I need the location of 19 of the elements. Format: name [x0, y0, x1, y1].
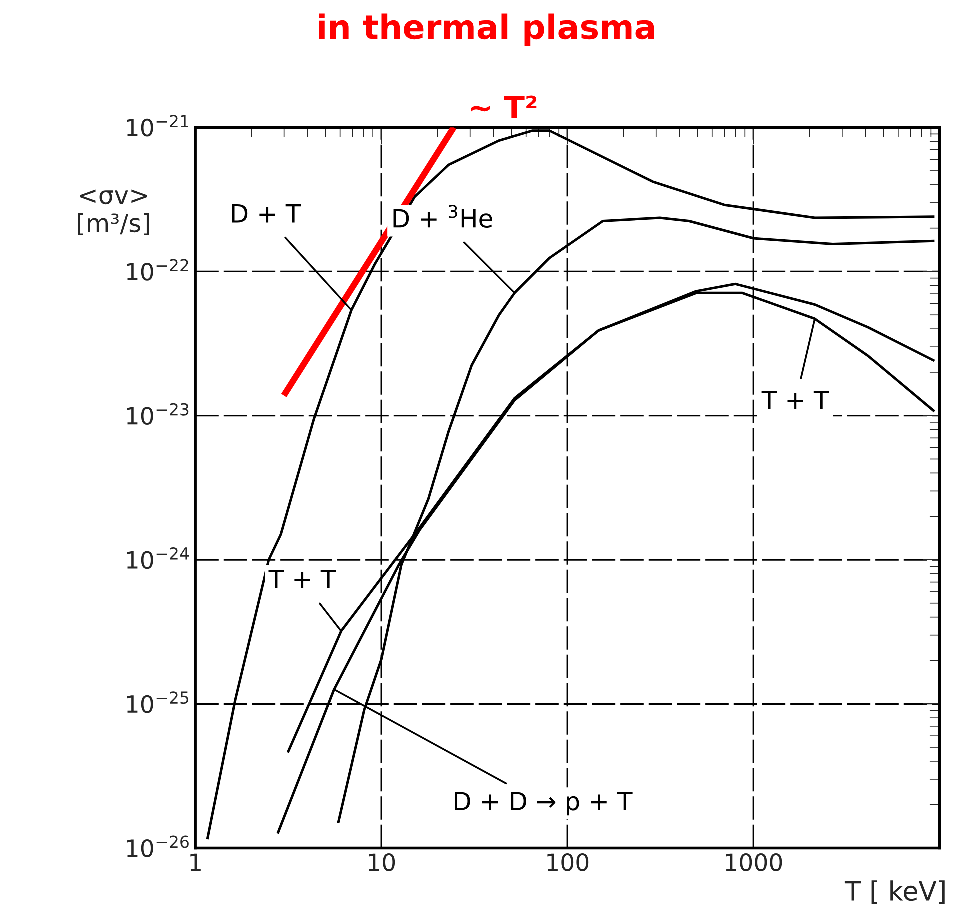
annotation: D + $^{3}$He: [394, 205, 492, 228]
chart-title: in thermal plasma: [319, 14, 654, 46]
x-tick-label: 100: [548, 854, 589, 872]
annotation: D + D → p + T: [455, 792, 633, 816]
annotation: T + T: [762, 390, 830, 410]
y-tick-label: 10$^{−25}$: [127, 692, 189, 714]
y-tick-label: 10$^{−26}$: [127, 836, 189, 858]
x-axis-title: T [ keV]: [844, 880, 945, 904]
annotation: T + T: [268, 570, 336, 588]
x-tick-label: 1: [190, 854, 201, 872]
x-tick-label: 10: [369, 854, 396, 872]
annotation: D + T: [232, 204, 302, 223]
x-tick-label: 1000: [726, 854, 782, 872]
y-tick-label: 10$^{−21}$: [127, 115, 188, 137]
y-tick-label: 10$^{−23}$: [127, 403, 189, 425]
y-axis-title: <σv> [m³/s]: [78, 190, 150, 236]
y-tick-label: 10$^{−22}$: [127, 259, 188, 281]
y-tick-label: 10$^{−24}$: [127, 547, 190, 570]
annotation: ~ T²: [471, 96, 537, 118]
